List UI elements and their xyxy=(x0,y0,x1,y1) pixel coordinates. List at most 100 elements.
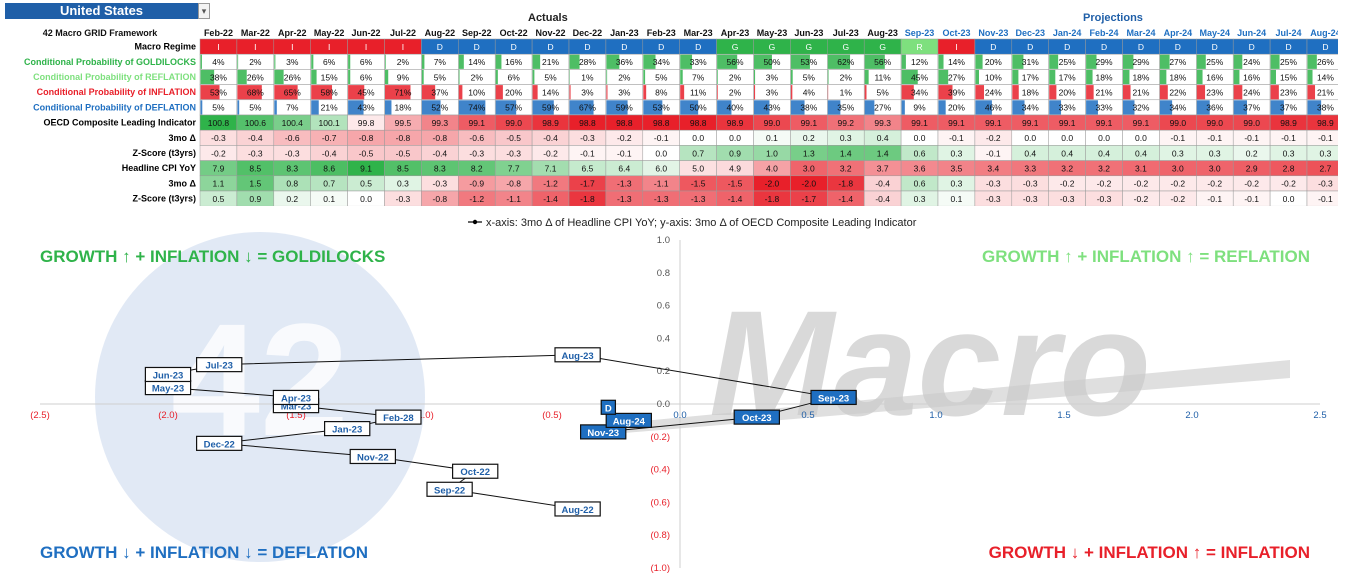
cell-value: G xyxy=(879,42,886,52)
probability-bar xyxy=(1012,69,1019,85)
cell-value: 0.5 xyxy=(360,179,372,189)
cell-value: -0.2 xyxy=(1281,179,1296,189)
cell-value: 18% xyxy=(1169,72,1186,82)
probability-bar xyxy=(938,69,949,85)
cell-value: 3.3 xyxy=(1024,164,1036,174)
cell-value: 2% xyxy=(397,57,410,67)
cell-value: 0.3 xyxy=(1320,148,1332,158)
dropdown-arrow-icon[interactable]: ▾ xyxy=(198,3,210,19)
cell-value: 46% xyxy=(985,103,1002,113)
cell-value: 29% xyxy=(1132,57,1149,67)
cell-value: -0.4 xyxy=(322,148,337,158)
cell-value: -1.3 xyxy=(654,194,669,204)
cell-value: 6.0 xyxy=(655,164,667,174)
probability-bar xyxy=(790,100,805,115)
cell-value: 0.4 xyxy=(877,133,889,143)
cell-value: -0.4 xyxy=(433,148,448,158)
cell-value: 27% xyxy=(1169,57,1186,67)
probability-bar xyxy=(348,54,351,69)
cell-value: 2% xyxy=(249,57,262,67)
cell-value: -0.8 xyxy=(433,194,448,204)
cell-value: 17% xyxy=(1022,72,1039,82)
y-tick-label: (1.0) xyxy=(650,563,670,574)
cell-value: -0.3 xyxy=(580,133,595,143)
month-header: Jul-22 xyxy=(390,28,416,38)
cell-value: 7.1 xyxy=(545,164,557,174)
x-tick-label: (0.5) xyxy=(542,410,562,421)
cell-value: 98.9 xyxy=(1280,118,1297,128)
cell-value: 6% xyxy=(360,72,373,82)
cell-value: 3% xyxy=(286,57,299,67)
probability-bar xyxy=(1086,69,1093,85)
probability-bar xyxy=(311,54,314,69)
cell-value: 45% xyxy=(358,88,375,98)
cell-value: 37% xyxy=(431,88,448,98)
cell-value: -0.2 xyxy=(1134,179,1149,189)
probability-bar xyxy=(606,54,620,69)
cell-value: 1% xyxy=(581,72,594,82)
month-header: Oct-23 xyxy=(942,28,970,38)
cell-value: 99.5 xyxy=(395,118,412,128)
cell-value: -0.2 xyxy=(1097,179,1112,189)
row-label: 3mo Δ xyxy=(169,178,197,188)
month-header: Jun-23 xyxy=(794,28,823,38)
country-selector[interactable]: United States xyxy=(5,3,198,19)
cell-value: 3.6 xyxy=(914,164,926,174)
cell-value: 0.0 xyxy=(1061,133,1073,143)
y-tick-label: 0.2 xyxy=(657,366,670,377)
probability-bar xyxy=(754,69,756,85)
month-header: Oct-22 xyxy=(500,28,528,38)
cell-value: I xyxy=(402,42,404,52)
cell-value: 8.5 xyxy=(249,164,261,174)
cell-value: 2% xyxy=(729,72,742,82)
cell-value: 0.2 xyxy=(286,194,298,204)
cell-value: 3% xyxy=(618,88,631,98)
cell-value: 99.3 xyxy=(432,118,449,128)
cell-value: 0.0 xyxy=(692,133,704,143)
probability-bar xyxy=(458,54,464,69)
cell-value: 14% xyxy=(1317,72,1334,82)
cell-value: -0.9 xyxy=(469,179,484,189)
probability-bar xyxy=(311,85,333,100)
probability-bar xyxy=(1012,85,1019,100)
cell-value: -1.2 xyxy=(543,179,558,189)
cell-value: 1.0 xyxy=(766,148,778,158)
cell-value: I xyxy=(955,42,957,52)
cell-value: 98.8 xyxy=(653,118,670,128)
probability-bar xyxy=(1012,54,1024,69)
cell-value: D xyxy=(621,42,627,52)
cell-value: 100.6 xyxy=(245,118,267,128)
probability-bar xyxy=(717,69,718,85)
cell-value: 53% xyxy=(800,57,817,67)
probability-bar xyxy=(1159,54,1170,69)
cell-value: 3% xyxy=(766,72,779,82)
cell-value: 11% xyxy=(690,88,707,98)
cell-value: 0.9 xyxy=(729,148,741,158)
probability-bar xyxy=(1307,85,1316,100)
cell-value: 23% xyxy=(1280,88,1297,98)
probability-bar xyxy=(421,100,441,115)
probability-bar xyxy=(200,100,203,115)
cell-value: 6% xyxy=(508,72,521,82)
cell-value: -0.2 xyxy=(986,133,1001,143)
probability-bar xyxy=(200,69,215,85)
probability-bar xyxy=(569,85,571,100)
cell-value: -0.1 xyxy=(1318,194,1333,204)
point-label: Oct-22 xyxy=(460,467,490,478)
cell-value: 24% xyxy=(985,88,1002,98)
y-tick-label: (0.6) xyxy=(650,497,670,508)
cell-value: 24% xyxy=(1243,88,1260,98)
cell-value: 3.0 xyxy=(1209,164,1221,174)
cell-value: 74% xyxy=(468,103,485,113)
cell-value: 5% xyxy=(434,72,447,82)
cell-value: 0.2 xyxy=(1246,148,1258,158)
cell-value: -1.3 xyxy=(617,179,632,189)
cell-value: 27% xyxy=(948,72,965,82)
quadrant-label: GROWTH ↓ + INFLATION ↑ = INFLATION xyxy=(989,543,1310,562)
probability-bar xyxy=(901,100,905,115)
cell-value: 25% xyxy=(1059,57,1076,67)
x-tick-label: 0.5 xyxy=(801,410,814,421)
point-marker xyxy=(144,366,192,383)
cell-value: I xyxy=(217,42,219,52)
probability-bar xyxy=(643,85,647,100)
